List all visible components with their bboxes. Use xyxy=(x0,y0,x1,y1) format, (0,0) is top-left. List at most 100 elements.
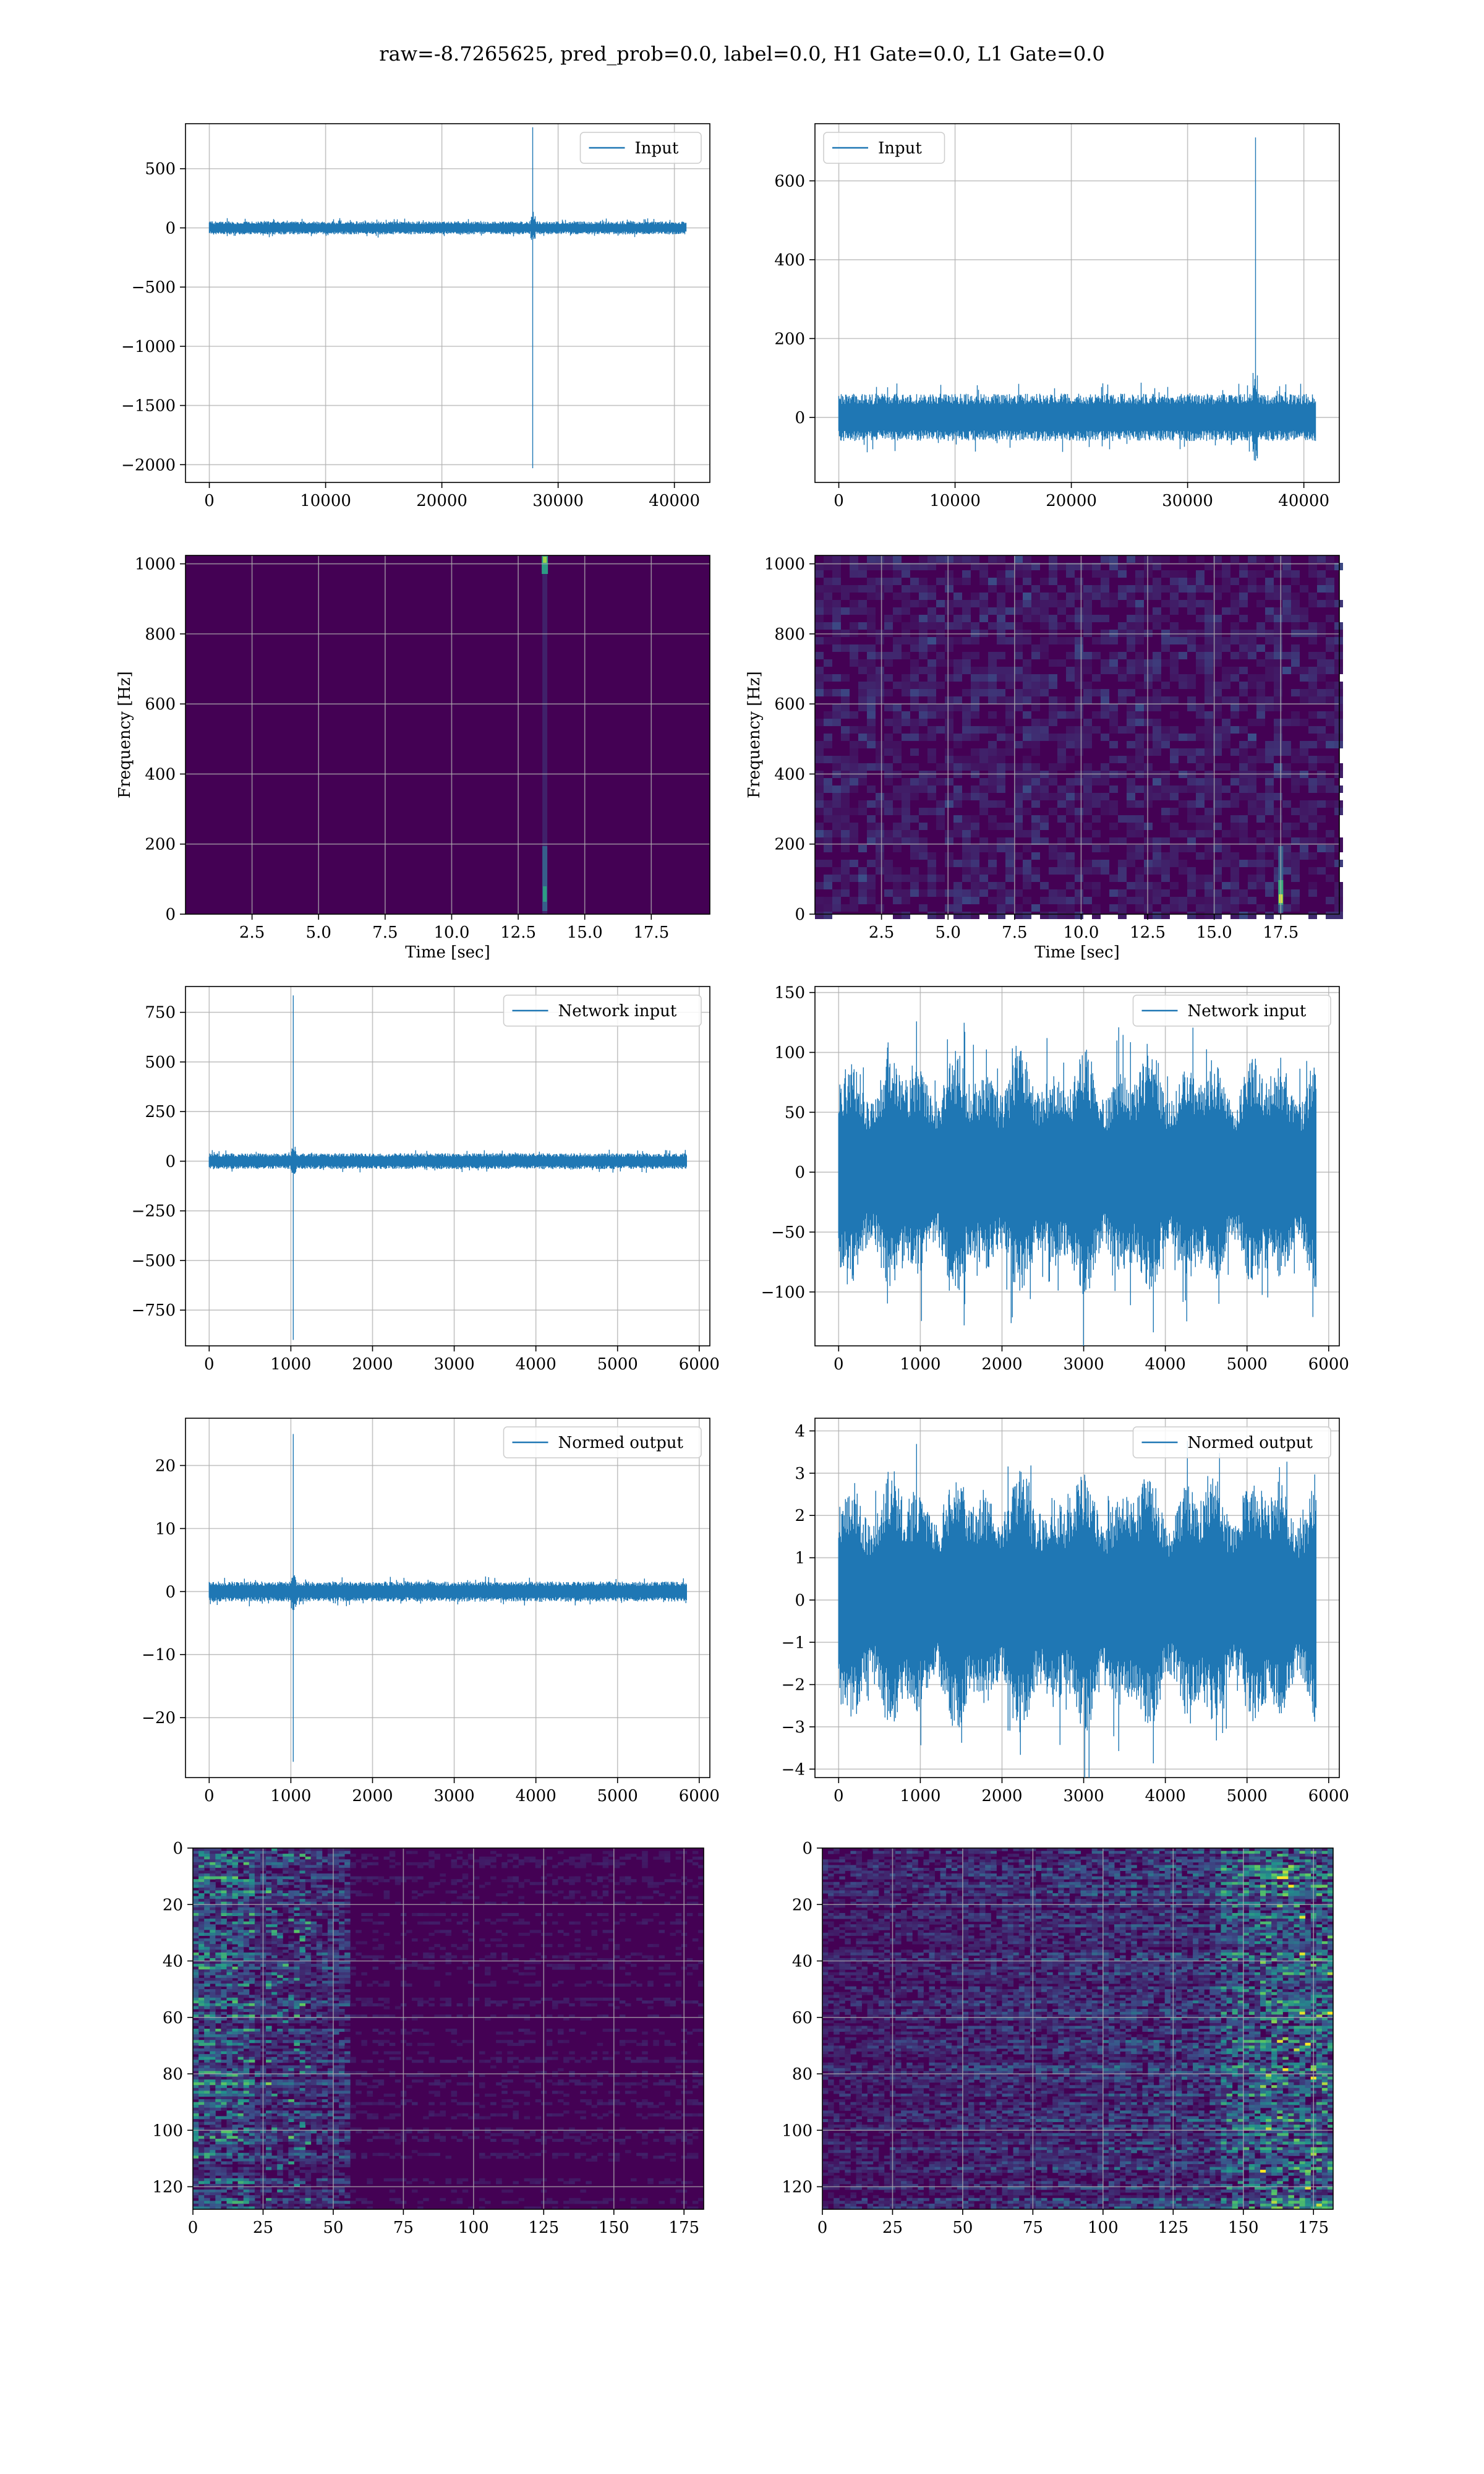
activation-cell xyxy=(215,1890,221,1894)
activation-cell xyxy=(277,1896,283,1899)
activation-cell xyxy=(697,1930,704,1933)
activation-cell xyxy=(193,2057,199,2060)
activation-cell xyxy=(524,1997,531,2001)
activation-cell xyxy=(339,2076,345,2080)
activation-cell xyxy=(647,2014,654,2018)
spectrogram-cell xyxy=(1092,711,1101,719)
activation-cell xyxy=(210,1989,216,1993)
activation-cell xyxy=(226,1941,233,1945)
spectrogram-cell xyxy=(1265,882,1274,889)
spectrogram-cell xyxy=(1282,763,1291,771)
activation-cell xyxy=(467,1865,474,1868)
spectrogram-cell xyxy=(893,882,902,889)
activation-cell xyxy=(237,1984,244,1987)
activation-cell xyxy=(423,2031,429,2035)
spectrogram-cell xyxy=(815,682,824,689)
activation-cell xyxy=(299,2040,306,2044)
spectrogram-cell xyxy=(902,622,910,630)
activation-cell xyxy=(344,1904,351,1908)
activation-cell xyxy=(563,2057,569,2060)
activation-cell xyxy=(299,1879,306,1883)
activation-cell xyxy=(574,1862,581,1865)
activation-cell xyxy=(613,2074,620,2078)
spectrogram-cell xyxy=(1230,778,1239,785)
activation-cell xyxy=(254,1870,261,1874)
spectrogram-cell xyxy=(1066,793,1075,800)
activation-cell xyxy=(193,1946,199,1950)
spectrogram-cell xyxy=(1083,785,1092,793)
activation-cell xyxy=(344,1899,351,1903)
activation-cell xyxy=(322,1915,328,1919)
spectrogram-cell xyxy=(919,622,927,630)
spectrogram-cell xyxy=(910,726,919,734)
activation-cell xyxy=(664,2074,671,2078)
activation-cell xyxy=(221,2031,227,2035)
activation-cell xyxy=(232,1924,239,1928)
spectrogram-cell xyxy=(1005,578,1014,585)
activation-cell xyxy=(394,1955,401,1959)
activation-cell xyxy=(670,2060,676,2063)
spectrogram-cell xyxy=(971,711,979,719)
spectrogram-cell xyxy=(841,756,850,763)
spectrogram-cell xyxy=(876,867,884,875)
legend: Input xyxy=(579,132,702,164)
activation-cell xyxy=(659,1893,665,1897)
spectrogram-cell xyxy=(884,830,893,837)
activation-cell xyxy=(440,1912,446,1916)
spectrogram-cell xyxy=(997,570,1005,578)
activation-cell xyxy=(237,1941,244,1945)
spectrogram-cell xyxy=(919,555,927,563)
spectrogram-cell xyxy=(1040,785,1049,793)
spectrogram-cell xyxy=(1031,615,1040,622)
spectrogram-cell xyxy=(1135,748,1144,756)
activation-cell xyxy=(254,2017,261,2021)
spectrogram-cell xyxy=(884,630,893,637)
activation-cell xyxy=(344,1941,351,1945)
activation-cell xyxy=(339,2065,345,2069)
activation-cell xyxy=(361,2014,367,2018)
activation-cell xyxy=(237,1854,244,1857)
spectrogram-cell xyxy=(1005,719,1014,726)
activation-cell xyxy=(221,2034,227,2038)
spectrogram-cell xyxy=(1109,719,1118,726)
spectrogram-cell xyxy=(1222,667,1230,674)
activation-cell xyxy=(310,2048,317,2052)
spectrogram-cell xyxy=(1109,889,1118,897)
activation-cell xyxy=(277,2060,283,2063)
activation-cell xyxy=(221,1972,227,1975)
activation-cell xyxy=(563,1955,569,1959)
activation-cell xyxy=(237,1958,244,1961)
activation-cell xyxy=(215,1899,221,1903)
spectrogram-cell xyxy=(1040,615,1049,622)
activation-cell xyxy=(524,2060,531,2063)
activation-cell xyxy=(277,1980,283,1984)
spectrogram-cell xyxy=(1170,808,1179,815)
activation-cell xyxy=(569,1890,575,1894)
activation-cell xyxy=(558,1862,564,1865)
spectrogram-cell xyxy=(1179,904,1187,912)
spectrogram-cell xyxy=(884,808,893,815)
activation-cell xyxy=(226,1896,233,1899)
activation-cell xyxy=(310,1899,317,1903)
activation-cell xyxy=(653,2042,659,2046)
spectrogram-cell xyxy=(927,667,936,674)
spectrogram-cell xyxy=(1127,778,1135,785)
spectrogram-cell xyxy=(1317,845,1326,852)
activation-cell xyxy=(490,1851,497,1854)
spectrogram-cell xyxy=(884,889,893,897)
activation-cell xyxy=(249,2000,255,2004)
activation-cell xyxy=(288,1958,294,1961)
activation-cell xyxy=(524,1879,531,1883)
spectrogram-cell xyxy=(927,882,936,889)
activation-cell xyxy=(254,2006,261,2010)
activation-cell xyxy=(254,1961,261,1964)
spectrogram-cell xyxy=(1083,837,1092,845)
activation-cell xyxy=(277,2003,283,2006)
spectrogram-cell xyxy=(1230,860,1239,867)
activation-cell xyxy=(283,1919,289,1922)
spectrogram-cell xyxy=(1230,830,1239,837)
spectrogram-cell xyxy=(997,578,1005,585)
activation-cell xyxy=(277,1952,283,1956)
activation-cell xyxy=(294,1941,300,1945)
activation-cell xyxy=(204,2020,210,2024)
